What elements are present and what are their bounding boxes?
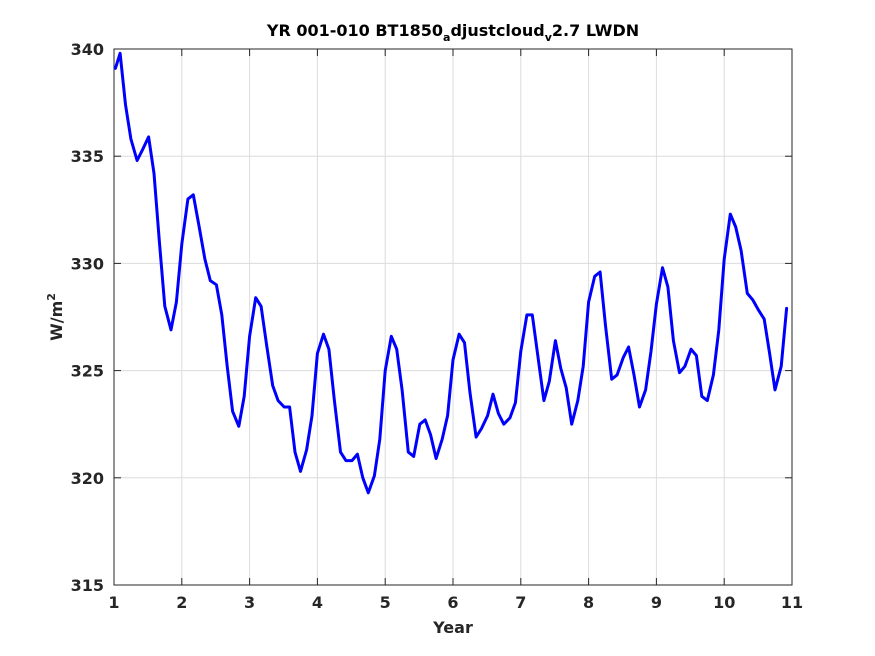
axis-ticks	[113, 48, 793, 586]
x-tick-label: 7	[515, 593, 526, 612]
y-tick-label: 325	[71, 362, 104, 381]
x-axis-label: Year	[432, 618, 473, 637]
y-tick-label: 315	[71, 576, 104, 595]
x-tick-label: 2	[176, 593, 187, 612]
y-axis-label: W/m2	[45, 293, 66, 341]
x-tick-labels: 1 2 3 4 5 6 7 8 9 10 11	[108, 593, 803, 612]
y-tick-label: 330	[71, 254, 104, 273]
y-tick-label: 335	[71, 147, 104, 166]
x-tick-label: 5	[380, 593, 391, 612]
x-tick-label: 6	[447, 593, 458, 612]
y-tick-label: 320	[71, 469, 104, 488]
grid	[114, 49, 792, 585]
y-tick-label: 340	[71, 40, 104, 59]
y-tick-labels: 315 320 325 330 335 340	[71, 40, 104, 595]
series-line	[113, 51, 789, 495]
x-tick-label: 9	[651, 593, 662, 612]
x-tick-label: 10	[713, 593, 735, 612]
x-tick-label: 1	[108, 593, 119, 612]
x-tick-label: 3	[244, 593, 255, 612]
x-tick-label: 11	[781, 593, 803, 612]
x-tick-label: 4	[312, 593, 323, 612]
x-tick-label: 8	[583, 593, 594, 612]
chart-title: YR 001-010 BT1850adjustcloudv2.7 LWDN	[266, 21, 639, 44]
